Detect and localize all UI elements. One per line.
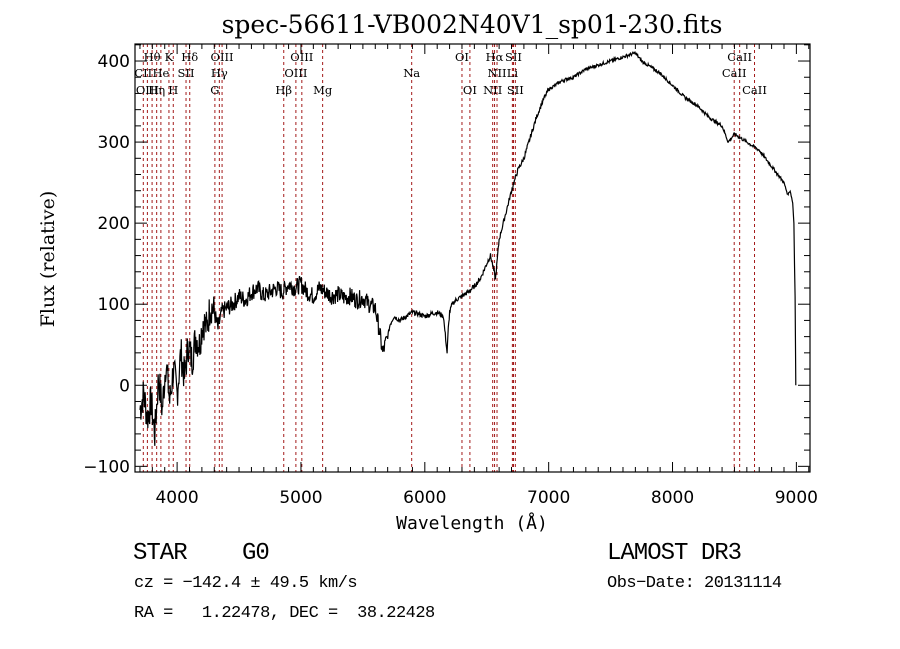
y-tick-label: −100 [83,457,130,477]
y-axis-ticks: −100 0 100 200 300 400 [83,44,810,477]
line-label-5: K [165,50,174,64]
x-axis-ticks: 4000 5000 6000 7000 8000 9000 [139,44,818,508]
line-label-12: Hβ [275,83,292,97]
line-label-26: CaII [727,50,752,64]
line-label-8: Hδ [181,50,198,64]
line-label-9: G [210,83,219,97]
object-class: STAR [133,540,188,567]
series-group [139,50,797,446]
x-tick-label: 5000 [279,488,322,508]
y-tick-label: 100 [98,295,130,315]
line-label-17: OI [455,50,469,64]
object-subclass: G0 [242,540,270,567]
spectral-line-markers [142,44,756,472]
line-label-0: CII [134,66,152,80]
line-label-18: OI [463,83,477,97]
y-tick-label: 0 [119,376,130,396]
line-label-24: SII [507,83,524,97]
x-tick-label: 8000 [651,488,694,508]
line-label-2: Hθ [144,50,161,64]
chart-title: spec-56611-VB002N40V1_sp01-230.fits [222,10,723,39]
y-tick-label: 400 [98,52,130,72]
survey-name: LAMOST DR3 [607,540,742,567]
line-label-4: He [152,66,169,80]
line-label-22: Li [507,66,519,80]
y-axis-label: Flux (relative) [37,191,59,328]
line-label-15: Mg [313,83,333,97]
line-label-21: NII [487,66,506,80]
line-label-11: OIII [211,50,234,64]
line-label-13: OIII [284,66,307,80]
series-line-spectrum [139,50,797,446]
redshift-cz: cz = −142.4 ± 49.5 km/s [134,574,358,593]
x-tick-label: 4000 [155,488,198,508]
line-label-1: OIII [136,83,159,97]
line-label-23: SII [505,50,522,64]
line-label-25: CaII [722,66,747,80]
line-label-3: Hη [148,83,165,97]
line-label-20: Hα [486,50,504,64]
x-axis-label: Wavelength (Å) [396,512,548,534]
x-tick-label: 7000 [527,488,570,508]
y-tick-label: 200 [98,214,130,234]
observation-date: Obs−Date: 20131114 [607,574,782,593]
line-label-6: H [168,83,178,97]
line-label-14: OIII [290,50,313,64]
x-tick-label: 6000 [403,488,446,508]
plot-frame [134,43,811,473]
line-label-7: SII [178,66,195,80]
line-label-27: CaII [742,83,767,97]
spectral-line-labels: CIIOIIIHθHηHeKHSIIHδGHγOIIIHβOIIIOIIIMgN… [134,50,767,97]
line-label-16: Na [403,66,420,80]
y-tick-label: 300 [98,133,130,153]
line-label-19: NII [483,83,502,97]
coordinates: RA = 1.22478, DEC = 38.22428 [134,604,435,623]
line-label-10: Hγ [211,66,228,80]
x-tick-label: 9000 [775,488,818,508]
